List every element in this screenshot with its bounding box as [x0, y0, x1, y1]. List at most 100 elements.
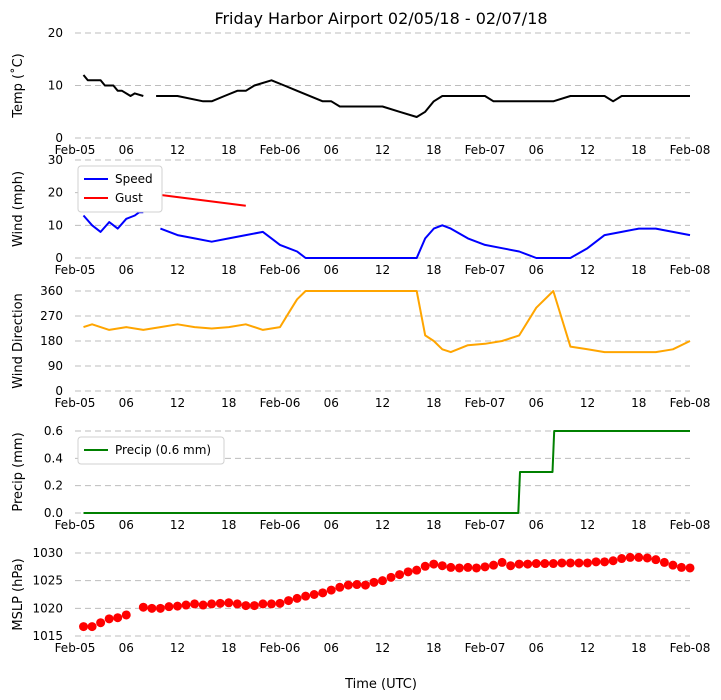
y-tick-label: 0.2: [44, 479, 63, 493]
x-tick-label: Feb-06: [260, 263, 301, 277]
series-line-1: [82, 74, 690, 118]
x-tick-label: 06: [119, 263, 134, 277]
x-tick-label: 18: [221, 396, 236, 410]
data-point: [232, 599, 242, 609]
x-tick-label: 18: [221, 518, 236, 532]
x-tick-label: 06: [324, 143, 339, 157]
data-point: [292, 593, 302, 603]
data-point: [378, 576, 387, 586]
x-tick-label: 06: [119, 518, 134, 532]
x-tick-label: Feb-07: [465, 263, 506, 277]
series-line-1: [83, 290, 691, 354]
x-tick-label: 06: [529, 143, 544, 157]
data-point: [121, 610, 131, 620]
data-point: [352, 580, 362, 590]
data-point: [523, 559, 533, 569]
data-point: [104, 614, 114, 624]
y-tick-label: 270: [40, 309, 63, 323]
data-point: [497, 557, 507, 567]
y-tick-label: 1025: [32, 574, 63, 588]
data-point: [79, 622, 89, 632]
x-tick-label: Feb-08: [670, 518, 711, 532]
series-line-1: [83, 430, 690, 514]
x-tick-label: 06: [119, 143, 134, 157]
data-point: [147, 603, 157, 613]
x-tick-label: Feb-08: [670, 263, 711, 277]
data-point: [429, 559, 439, 569]
panel-2: 0 10 20 30 Wind (mph) Feb-05 06 12 18 Feb-06 06 12 1…: [11, 153, 710, 277]
x-tick-label: Feb-06: [260, 518, 301, 532]
data-point: [155, 603, 165, 613]
x-tick-label: 18: [426, 143, 441, 157]
data-point: [113, 613, 123, 623]
x-tick-label: 12: [170, 518, 185, 532]
x-tick-label: Feb-05: [55, 396, 96, 410]
x-tick-label: 18: [221, 263, 236, 277]
data-point: [284, 596, 294, 606]
data-point: [403, 567, 413, 577]
data-point: [87, 622, 97, 632]
data-point: [190, 599, 200, 609]
x-tick-label: 12: [170, 143, 185, 157]
data-point: [685, 563, 695, 573]
data-point: [506, 561, 516, 571]
x-tick-label: 12: [170, 396, 185, 410]
y-tick-label: 1030: [32, 546, 63, 560]
x-tick-label: Feb-07: [465, 143, 506, 157]
x-tick-label: 18: [221, 641, 236, 655]
y-tick-label: 0: [55, 384, 63, 398]
x-tick-label: 12: [580, 143, 595, 157]
x-tick-label: 18: [631, 396, 646, 410]
y-tick-label: 30: [48, 153, 63, 167]
x-tick-label: 06: [529, 518, 544, 532]
x-tick-label: Feb-05: [55, 518, 96, 532]
y-tick-label: 0.0: [44, 506, 63, 520]
x-tick-label: 12: [375, 641, 390, 655]
y-tick-label: 0.4: [44, 451, 63, 465]
data-point: [335, 582, 345, 592]
data-point: [565, 558, 575, 568]
y-tick-label: 0: [55, 251, 63, 265]
y-tick-label: 10: [48, 218, 63, 232]
data-point: [301, 591, 311, 601]
data-point: [266, 599, 276, 609]
x-tick-label: 12: [580, 263, 595, 277]
data-point: [386, 572, 396, 582]
y-tick-label: 360: [40, 284, 63, 298]
data-point: [96, 618, 106, 628]
y-axis-label: MSLP (hPa): [11, 558, 26, 630]
x-tick-label: 12: [580, 641, 595, 655]
x-tick-label: Feb-08: [670, 143, 711, 157]
data-point: [471, 563, 481, 573]
x-tick-label: 18: [426, 263, 441, 277]
x-tick-label: 12: [580, 518, 595, 532]
x-tick-label: 18: [221, 143, 236, 157]
y-axis-label: Precip (mm): [11, 432, 26, 511]
data-point: [395, 570, 405, 580]
y-tick-label: 90: [48, 359, 63, 373]
panel-3: 0 90 180 270 360 Wind Direction Feb-05 06 12 18 Fe…: [11, 284, 710, 410]
panel-1: 0 10 20 Temp (˚C) Feb-05 06 12 18 Feb-06 06 12 18 Fe…: [10, 26, 710, 157]
data-point: [326, 585, 336, 595]
y-tick-label: 20: [48, 26, 63, 40]
legend-box: [77, 436, 225, 465]
x-tick-label: 06: [324, 396, 339, 410]
x-tick-label: 18: [631, 518, 646, 532]
panel-4: 0.0 0.2 0.4 0.6 Precip (mm) Feb-05 06 12 18 Feb-0…: [11, 424, 710, 532]
data-point: [625, 552, 635, 562]
x-tick-label: Feb-06: [260, 396, 301, 410]
x-tick-label: 12: [170, 263, 185, 277]
x-tick-label: 12: [375, 143, 390, 157]
data-point: [343, 580, 353, 590]
x-tick-label: Feb-08: [670, 396, 711, 410]
x-tick-label: 12: [580, 396, 595, 410]
data-point: [198, 600, 208, 610]
data-point: [318, 588, 328, 598]
data-point: [454, 563, 464, 573]
data-point: [369, 577, 379, 587]
data-point: [608, 556, 618, 566]
data-point: [241, 601, 251, 611]
legend-label: Speed: [115, 172, 153, 186]
x-tick-label: 12: [375, 518, 390, 532]
